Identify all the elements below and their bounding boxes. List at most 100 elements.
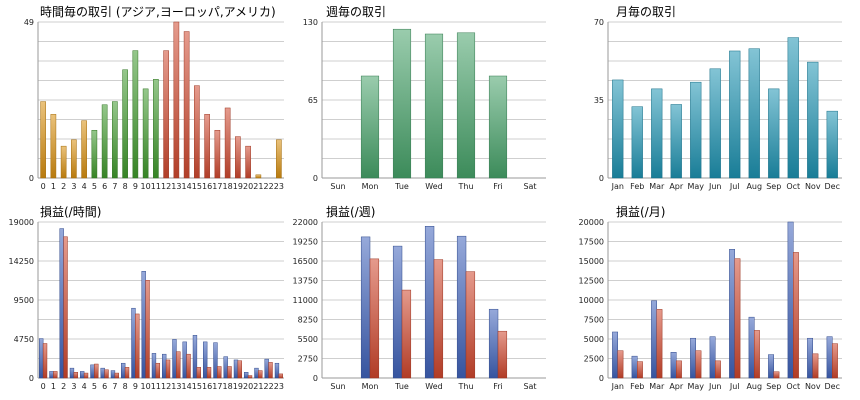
y-tick-label: 35 <box>594 96 604 105</box>
y-tick-label: 19000 <box>9 218 34 227</box>
bar-series-1 <box>695 350 702 379</box>
y-tick-label: 7500 <box>584 316 604 325</box>
x-tick-label: Apr <box>669 182 684 191</box>
y-tick-label: 10000 <box>579 296 604 305</box>
bar-series-1 <box>268 362 273 379</box>
x-tick-label: 5 <box>92 182 97 191</box>
x-tick-label: Feb <box>630 382 644 391</box>
bar <box>826 110 838 179</box>
x-tick-label: Sat <box>523 382 536 391</box>
bar <box>101 104 108 179</box>
x-tick-label: May <box>687 382 704 391</box>
bar-series-1 <box>94 363 99 379</box>
x-tick-label: 19 <box>233 382 243 391</box>
x-tick-label: 6 <box>102 382 107 391</box>
x-tick-label: 0 <box>41 182 46 191</box>
x-tick-label: Sun <box>330 382 345 391</box>
bar-series-1 <box>433 259 444 379</box>
bar <box>224 107 231 179</box>
x-tick-label: Tue <box>394 182 409 191</box>
bar-series-1 <box>401 289 412 379</box>
x-tick-label: Dec <box>825 182 840 191</box>
x-tick-label: 15 <box>192 182 202 191</box>
bar-series-0 <box>729 249 736 379</box>
x-tick-label: Fri <box>493 382 503 391</box>
y-tick-label: 15000 <box>579 257 604 266</box>
bar-series-0 <box>826 336 833 379</box>
bar <box>768 88 780 179</box>
y-tick-label: 11000 <box>293 296 318 305</box>
bar-series-0 <box>807 337 814 379</box>
x-tick-label: Tue <box>394 382 409 391</box>
bar-series-0 <box>651 300 658 379</box>
bar-series-0 <box>787 221 794 379</box>
bar <box>392 28 412 179</box>
y-tick-label: 0 <box>313 174 318 183</box>
x-tick-label: 7 <box>112 182 117 191</box>
x-tick-label: 23 <box>274 182 284 191</box>
y-tick-label: 2500 <box>584 355 604 364</box>
x-tick-label: Nov <box>805 382 821 391</box>
x-tick-label: 4 <box>82 382 87 391</box>
bar <box>360 75 380 179</box>
x-tick-label: 10 <box>141 382 151 391</box>
y-tick-label: 0 <box>29 174 34 183</box>
bar <box>651 88 663 179</box>
x-tick-label: 2 <box>61 182 66 191</box>
x-tick-label: 14 <box>182 382 192 391</box>
y-tick-label: 0 <box>313 374 318 383</box>
x-tick-label: 16 <box>202 182 212 191</box>
x-tick-label: 20 <box>243 182 253 191</box>
bar <box>153 79 159 179</box>
x-tick-label: Jul <box>729 182 740 191</box>
bar <box>255 174 262 179</box>
bar-series-1 <box>278 373 283 379</box>
bar-series-1 <box>196 367 201 379</box>
x-tick-label: Mon <box>362 382 379 391</box>
bar-series-1 <box>773 371 780 379</box>
bar <box>142 88 149 179</box>
bar <box>60 145 67 179</box>
x-tick-label: 18 <box>223 182 233 191</box>
x-tick-label: Jul <box>729 382 740 391</box>
bar-series-0 <box>203 341 208 379</box>
bar-series-1 <box>104 369 109 379</box>
bar-series-0 <box>213 342 218 379</box>
y-tick-label: 14250 <box>9 257 34 266</box>
bar-series-1 <box>237 360 242 379</box>
bar <box>204 114 210 179</box>
bar-series-1 <box>83 372 89 379</box>
x-tick-label: Aug <box>746 182 762 191</box>
x-tick-label: Fri <box>493 182 503 191</box>
y-tick-label: 19250 <box>293 238 318 247</box>
chart-title-5: 損益(/月) <box>616 205 666 219</box>
bar <box>631 106 643 179</box>
bar <box>163 50 169 179</box>
x-tick-label: Mar <box>649 182 665 191</box>
bar <box>183 31 190 179</box>
bar-series-1 <box>656 309 663 379</box>
chart-title-4: 損益(/週) <box>326 205 376 219</box>
x-tick-label: 15 <box>192 382 202 391</box>
x-tick-label: 7 <box>112 382 117 391</box>
x-tick-label: 12 <box>161 182 171 191</box>
x-tick-label: Nov <box>805 182 821 191</box>
x-tick-label: 0 <box>41 382 46 391</box>
bar <box>276 139 282 179</box>
bar <box>612 79 624 179</box>
y-tick-label: 0 <box>599 374 604 383</box>
x-tick-label: 21 <box>253 182 263 191</box>
x-tick-label: Dec <box>825 382 840 391</box>
bar-series-1 <box>176 351 181 379</box>
bar <box>748 48 760 179</box>
x-tick-label: 8 <box>123 382 128 391</box>
bar <box>132 50 139 179</box>
bar-series-1 <box>676 360 682 379</box>
y-tick-label: 13750 <box>293 277 318 286</box>
bar-series-1 <box>155 362 160 379</box>
bar-series-0 <box>192 335 198 379</box>
y-tick-label: 9500 <box>14 296 34 305</box>
y-tick-label: 5000 <box>584 335 604 344</box>
